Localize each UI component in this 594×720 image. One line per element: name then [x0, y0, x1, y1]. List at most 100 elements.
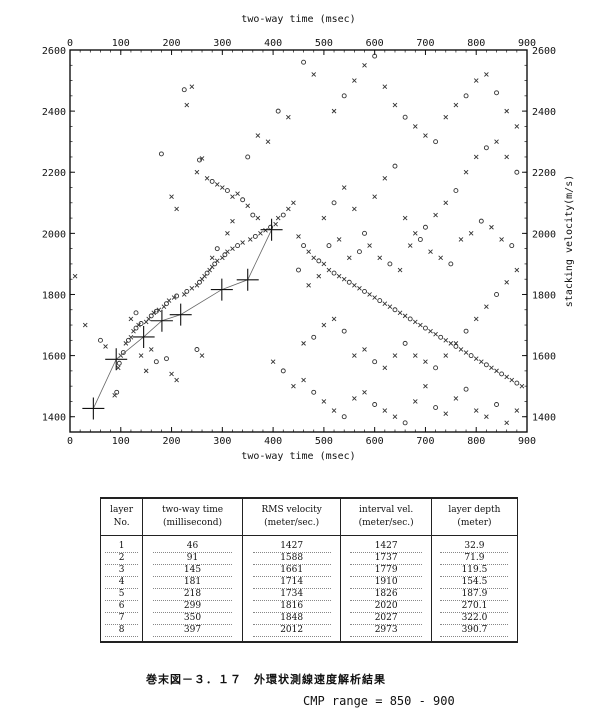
scatter-point [509, 377, 515, 383]
table-cell: 154.5 [430, 577, 519, 589]
scatter-point [263, 227, 268, 233]
scatter-point [82, 322, 88, 328]
scatter-point [316, 258, 322, 264]
header-layer: layer No. [99, 497, 144, 536]
table-row: 8 397 2012 2973 390.7 [99, 625, 519, 643]
x-tick-label-top: 400 [264, 38, 282, 49]
scatter-point [148, 313, 154, 319]
scatter-point [362, 389, 367, 395]
scatter-point [311, 389, 317, 395]
scatter-point [372, 295, 377, 300]
x-tick-label-top: 300 [213, 38, 231, 49]
scatter-point [331, 108, 337, 114]
scatter-point [407, 243, 413, 248]
scatter-point [286, 206, 291, 212]
scatter-point [418, 322, 423, 328]
scatter-point [250, 212, 256, 218]
table-cell: 2027 [340, 613, 432, 625]
scatter-point [423, 359, 428, 365]
scatter-point [240, 197, 246, 203]
y-tick-label-right: 2400 [532, 107, 556, 118]
scatter-point [489, 365, 494, 371]
scatter-point [296, 267, 301, 273]
scatter-point [463, 328, 469, 334]
x-axis-label-top: two-way time (msec) [241, 14, 355, 25]
scatter-point [392, 307, 398, 313]
velocity-pick [236, 268, 259, 291]
scatter-point [164, 356, 169, 362]
scatter-point [362, 347, 367, 352]
y-tick-label-right: 1800 [532, 290, 556, 301]
scatter-point [453, 396, 459, 401]
table-cell: 270.1 [430, 601, 519, 613]
x-tick-label: 900 [518, 436, 536, 447]
scatter-point [352, 353, 357, 358]
scatter-point [275, 215, 281, 221]
scatter-points [72, 53, 525, 426]
scatter-point [407, 316, 413, 322]
scatter-point [222, 252, 228, 258]
table-row: 5 218 1734 1826 187.9 [99, 589, 519, 601]
table-cell: 390.7 [430, 625, 519, 643]
scatter-point [352, 206, 357, 212]
table-cell: 1826 [340, 589, 432, 601]
scatter-point [321, 322, 327, 328]
scatter-point [362, 62, 367, 68]
scatter-point [138, 321, 144, 326]
scatter-point [220, 185, 225, 190]
scatter-point [212, 261, 218, 267]
scatter-point [473, 316, 479, 322]
scatter-point [224, 188, 230, 194]
scatter-point [458, 347, 464, 352]
scatter-point [483, 145, 489, 151]
scatter-point [336, 237, 342, 242]
scatter-point [484, 304, 489, 310]
x-tick-label-top: 900 [518, 38, 536, 49]
table-cell: 1427 [241, 535, 342, 553]
x-tick-label-top: 600 [366, 38, 384, 49]
y-tick-label: 2000 [42, 229, 66, 240]
table-cell: 2012 [241, 625, 342, 643]
scatter-point [240, 240, 245, 245]
scatter-point [458, 237, 464, 242]
scatter-point [463, 93, 469, 99]
scatter-point [153, 359, 159, 365]
scatter-point [428, 249, 433, 255]
scatter-point [387, 261, 393, 267]
scatter-point [433, 365, 439, 371]
axis-ticks: 0 0 100 100 200 200 300 300 400 400 500 500 600 600 70… [42, 38, 556, 447]
scatter-point [235, 243, 241, 249]
scatter-point [169, 371, 174, 377]
scatter-point [209, 178, 215, 184]
scatter-point [230, 246, 235, 251]
velocity-pick [260, 218, 283, 241]
table-cell: 145 [142, 565, 243, 577]
scatter-point [463, 350, 469, 355]
figure-caption: 巻末図－３．１７ 外環状測線速度解析結果 [146, 673, 386, 686]
x-tick-label-top: 100 [112, 38, 130, 49]
scatter-point [494, 90, 499, 96]
scatter-point [504, 420, 510, 426]
velocity-pick [169, 303, 192, 326]
scatter-point [519, 383, 525, 389]
x-tick-label: 400 [264, 436, 282, 447]
scatter-point [514, 380, 520, 386]
velocity-pick [210, 278, 233, 301]
scatter-point [252, 233, 258, 239]
scatter-point [321, 261, 327, 267]
scatter-point [341, 414, 347, 420]
scatter-point [367, 292, 372, 297]
table-cell: 1779 [340, 565, 432, 577]
table-cell: 218 [142, 589, 243, 601]
scatter-point [402, 215, 408, 221]
scatter-point [120, 350, 126, 355]
table-cell: 119.5 [430, 565, 519, 577]
x-tick-label-top: 700 [416, 38, 434, 49]
scatter-point [143, 368, 149, 374]
scatter-point [214, 246, 220, 252]
velocity-chart: 0 0 100 100 200 200 300 300 400 400 500 500 600 600 70… [42, 14, 575, 462]
scatter-point [417, 237, 423, 242]
table-row: 4 181 1714 1910 154.5 [99, 577, 519, 589]
scatter-point [341, 93, 347, 99]
header-interval-velocity: interval vel. (meter/sec.) [340, 497, 432, 536]
